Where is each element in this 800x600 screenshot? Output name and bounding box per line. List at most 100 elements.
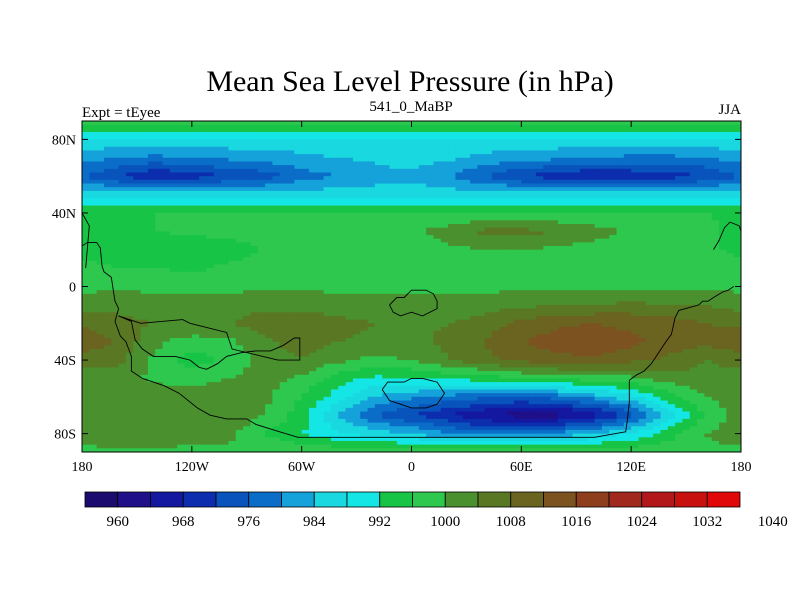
field-cell: [653, 308, 662, 313]
field-cell: [250, 223, 259, 229]
field-cell: [316, 121, 325, 126]
field-cell: [733, 172, 741, 177]
field-cell: [169, 146, 178, 152]
field-cell: [184, 301, 193, 306]
field-cell: [125, 143, 134, 148]
field-cell: [352, 187, 361, 192]
field-cell: [535, 242, 544, 247]
field-cell: [426, 257, 435, 262]
field-cell: [111, 135, 120, 140]
field-cell: [411, 190, 420, 196]
field-cell: [477, 312, 486, 317]
field-cell: [492, 308, 500, 313]
field-cell: [587, 279, 596, 284]
field-cell: [323, 172, 332, 177]
field-cell: [535, 183, 544, 188]
field-cell: [279, 128, 288, 133]
field-cell: [396, 282, 405, 288]
field-cell: [338, 297, 347, 302]
field-cell: [265, 201, 273, 207]
field-cell: [704, 271, 713, 277]
field-cell: [711, 212, 720, 218]
field-cell: [382, 194, 391, 199]
field-cell: [118, 264, 127, 269]
field-cell: [638, 124, 647, 129]
field-cell: [514, 238, 522, 243]
field-cell: [667, 183, 676, 188]
field-cell: [243, 268, 252, 273]
field-cell: [243, 121, 252, 126]
field-cell: [528, 201, 537, 207]
field-cell: [572, 290, 581, 295]
field-cell: [426, 216, 435, 221]
field-cell: [272, 301, 281, 306]
field-cell: [396, 293, 405, 299]
field-cell: [448, 176, 457, 181]
field-cell: [543, 161, 552, 166]
field-cell: [155, 279, 164, 284]
field-cell: [177, 264, 186, 269]
field-cell: [426, 132, 435, 137]
field-cell: [147, 323, 156, 328]
field-cell: [506, 161, 515, 166]
field-cell: [462, 242, 471, 247]
field-cell: [404, 161, 413, 166]
field-cell: [506, 242, 515, 247]
field-cell: [426, 260, 435, 266]
field-cell: [243, 286, 252, 291]
field-cell: [609, 231, 618, 236]
field-cell: [162, 172, 171, 177]
field-cell: [389, 304, 398, 310]
field-cell: [697, 279, 705, 284]
field-cell: [184, 308, 193, 313]
field-cell: [235, 231, 244, 236]
field-cell: [455, 231, 464, 236]
field-cell: [733, 135, 741, 140]
field-cell: [155, 271, 164, 277]
field-cell: [697, 308, 705, 313]
field-cell: [594, 260, 603, 266]
field-cell: [177, 165, 186, 170]
field-cell: [243, 139, 252, 144]
field-cell: [543, 124, 552, 129]
field-cell: [594, 227, 603, 232]
field-cell: [579, 253, 588, 258]
field-cell: [579, 279, 588, 284]
field-cell: [587, 246, 596, 251]
field-cell: [733, 168, 741, 174]
field-cell: [719, 194, 727, 199]
field-cell: [631, 124, 640, 129]
field-cell: [653, 165, 662, 170]
field-cell: [579, 304, 588, 310]
field-cell: [543, 143, 552, 148]
field-cell: [535, 161, 544, 166]
field-cell: [543, 128, 552, 133]
field-cell: [675, 124, 684, 129]
field-cell: [111, 275, 120, 280]
field-cell: [235, 128, 244, 133]
field-cell: [565, 260, 574, 266]
field-cell: [404, 216, 413, 221]
field-cell: [367, 201, 376, 207]
field-cell: [389, 143, 398, 148]
field-cell: [96, 139, 105, 144]
field-cell: [477, 235, 486, 240]
field-cell: [470, 157, 478, 163]
field-cell: [594, 279, 603, 284]
field-cell: [601, 315, 610, 321]
field-cell: [162, 293, 171, 299]
field-cell: [199, 205, 208, 210]
field-cell: [367, 205, 376, 210]
field-cell: [440, 253, 449, 258]
field-cell: [338, 194, 347, 199]
field-cell: [169, 121, 178, 126]
field-cell: [308, 304, 317, 310]
field-cell: [733, 231, 741, 236]
field-cell: [360, 124, 369, 129]
field-cell: [308, 275, 317, 280]
field-cell: [448, 286, 457, 291]
field-cell: [177, 304, 186, 310]
field-cell: [477, 286, 486, 291]
field-cell: [579, 231, 588, 236]
field-cell: [265, 253, 273, 258]
